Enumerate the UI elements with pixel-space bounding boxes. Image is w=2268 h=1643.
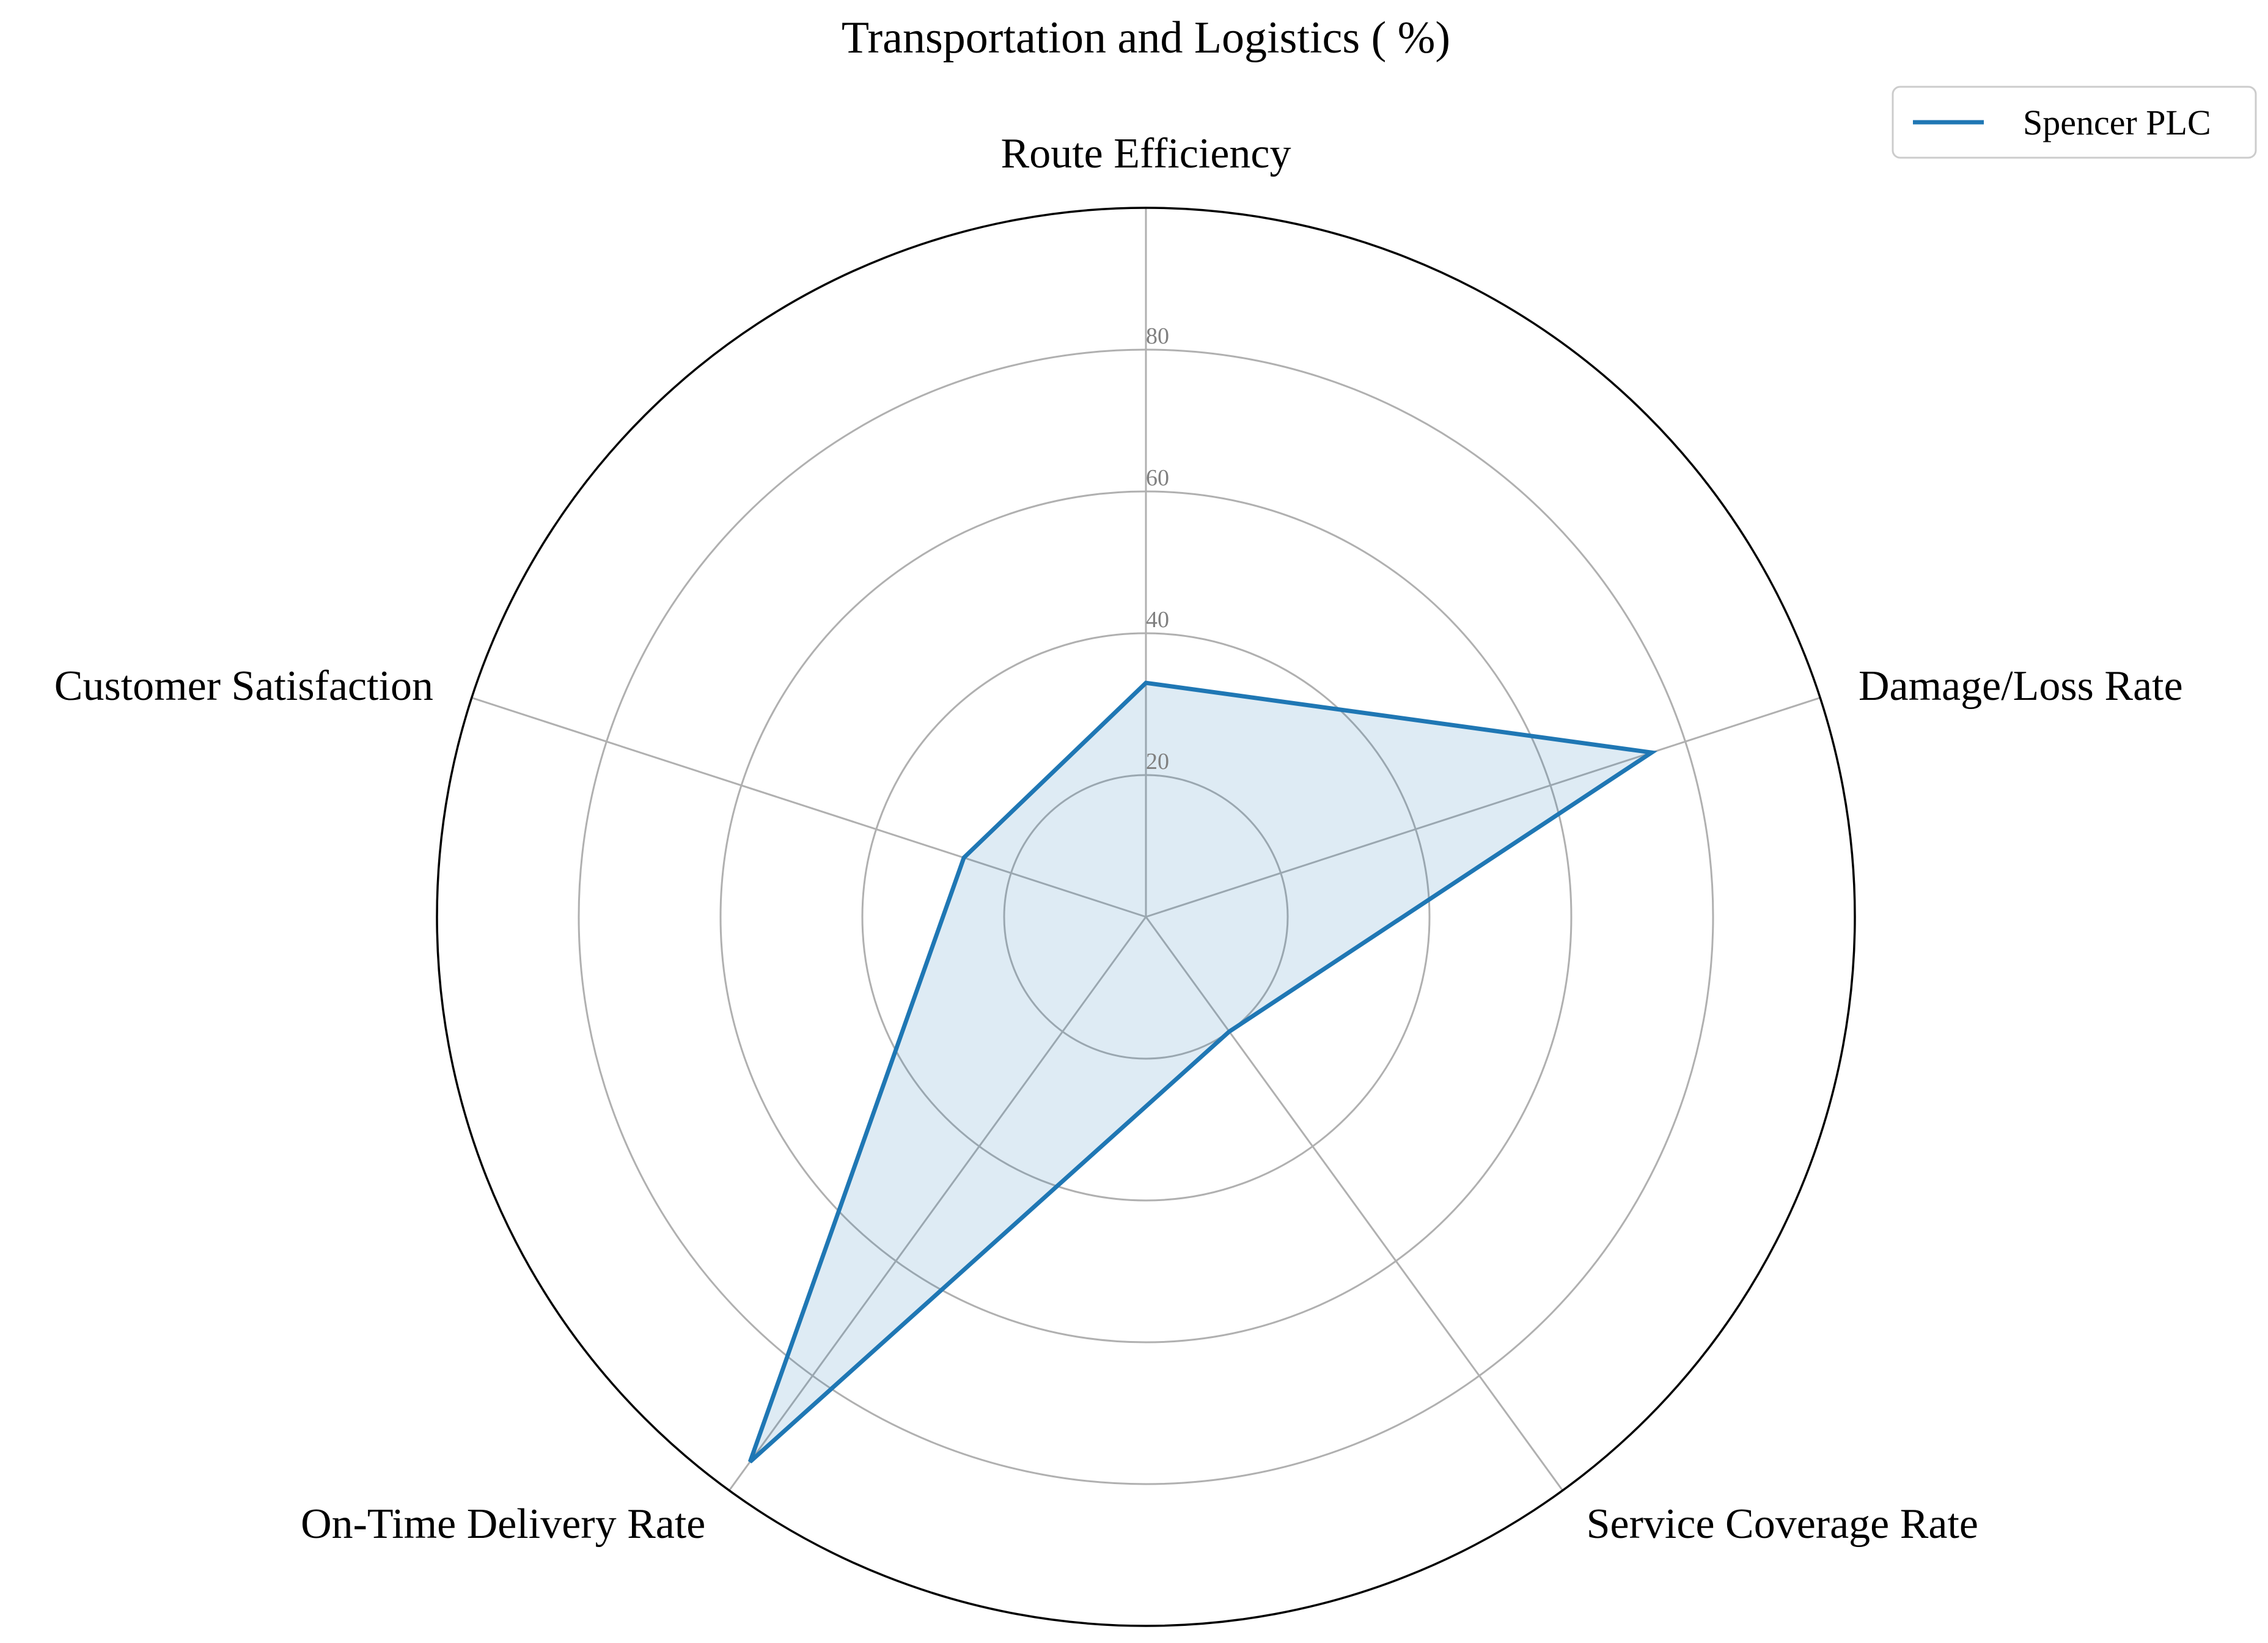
data-point-2 <box>1228 1031 1230 1032</box>
spoke-2 <box>1145 916 1564 1491</box>
spoke-4 <box>471 697 1147 918</box>
spoke-1 <box>1145 697 1821 918</box>
tick-label-80: 80 <box>1146 323 1169 349</box>
series-fill-0 <box>750 683 1652 1462</box>
axis-label-0: Route Efficiency <box>1001 130 1291 177</box>
tick-label-20: 20 <box>1146 749 1169 774</box>
axis-label-2: Service Coverage Rate <box>1587 1501 1978 1548</box>
chart-title: Transportation and Logistics ( %) <box>842 13 1450 63</box>
grid <box>436 207 1856 1627</box>
outer-ring <box>436 207 1856 1627</box>
axis-label-3: On-Time Delivery Rate <box>301 1501 705 1548</box>
legend: Spencer PLC <box>1892 86 2257 159</box>
spoke-3 <box>728 916 1147 1491</box>
legend-box <box>1892 86 2257 159</box>
series-line-0 <box>747 680 1658 1464</box>
legend-label-spencer-plc: Spencer PLC <box>2023 103 2211 142</box>
axis-label-4: Customer Satisfaction <box>54 663 433 710</box>
tick-label-60: 60 <box>1146 465 1169 491</box>
data-point-1 <box>1651 752 1652 753</box>
axis-labels: Route Efficiency Damage/Loss Rate Service … <box>54 130 2183 1548</box>
radial-tick-labels: 20 40 60 80 <box>1146 323 1169 774</box>
series-layer <box>747 680 1658 1464</box>
axis-label-1: Damage/Loss Rate <box>1859 663 2183 710</box>
tick-label-40: 40 <box>1146 607 1169 633</box>
